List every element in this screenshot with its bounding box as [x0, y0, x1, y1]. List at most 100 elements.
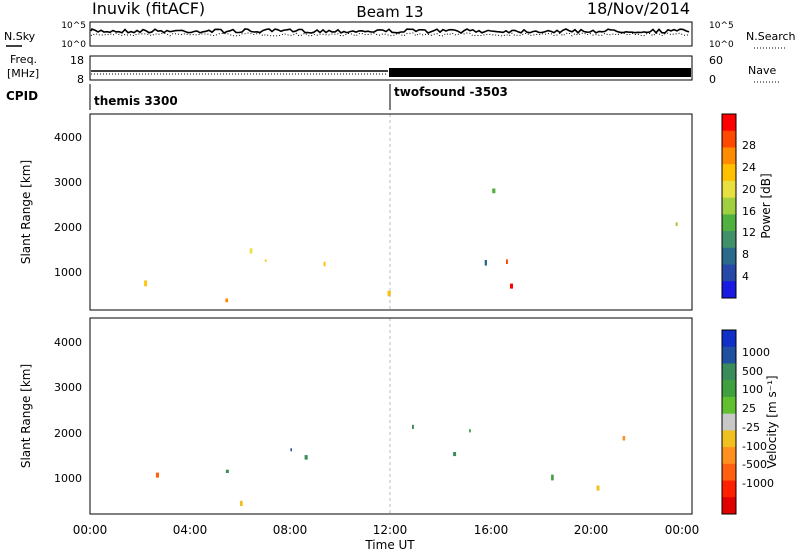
- xtick-2000: 20:00: [574, 523, 609, 537]
- echo-cell: [225, 298, 229, 303]
- echo-cell: [239, 500, 243, 507]
- echo-cell: [144, 280, 147, 287]
- velocity-ylabel: Slant Range [km]: [19, 364, 33, 468]
- velocity-ytick-4000: 4000: [54, 336, 82, 349]
- vel-cb-1000: 1000: [742, 346, 770, 359]
- colorbar-swatch: [722, 281, 736, 299]
- echo-cell: [506, 259, 508, 264]
- echo-cell: [510, 283, 513, 289]
- echo-cell: [492, 188, 496, 194]
- velocity-echoes: [155, 424, 626, 507]
- colorbar-swatch: [722, 497, 736, 515]
- colorbar-swatch: [722, 413, 736, 431]
- nsearch-tick-bottom: 10^0: [709, 40, 734, 50]
- xtick-2400: 00:00: [665, 523, 700, 537]
- power-ytick-2000: 2000: [54, 221, 82, 234]
- colorbar-swatch: [722, 180, 736, 199]
- colorbar-swatch: [722, 330, 736, 348]
- xtick-0000: 00:00: [73, 523, 108, 537]
- colorbar-swatch: [722, 363, 736, 381]
- velocity-ytick-2000: 2000: [54, 427, 82, 440]
- echo-cell: [155, 472, 159, 478]
- colorbar-swatch: [722, 114, 736, 132]
- freq-unit: [MHz]: [7, 67, 39, 80]
- freq-label: Freq.: [10, 53, 37, 66]
- xtick-0800: 08:00: [273, 523, 308, 537]
- date-title: 18/Nov/2014: [587, 0, 690, 18]
- cpid-segment-2: twofsound -3503: [394, 85, 508, 99]
- velocity-yticks: 1000 2000 3000 4000: [54, 336, 82, 485]
- colorbar-swatch: [722, 231, 736, 249]
- velocity-colorbar-label: Velocity [m s⁻¹]: [765, 375, 779, 468]
- beam-title: Beam 13: [356, 3, 423, 21]
- power-ylabel: Slant Range [km]: [19, 160, 33, 264]
- colorbar-swatch: [722, 396, 736, 415]
- station-title: Inuvik (fitACF): [92, 0, 205, 18]
- echo-cell: [290, 448, 292, 452]
- colorbar-swatch: [722, 463, 736, 482]
- nsearch-trace: [90, 32, 690, 37]
- power-colorbar-label: Power [dB]: [759, 173, 773, 238]
- power-ytick-1000: 1000: [54, 266, 82, 279]
- velocity-panel: [89, 317, 693, 515]
- power-panel: [89, 113, 693, 311]
- velocity-colorbar-ticks: 1000 500 100 25 -25 -100 -500 -1000: [742, 346, 774, 490]
- vel-cb-neg25: -25: [742, 421, 760, 434]
- colorbar-swatch: [722, 197, 736, 215]
- echo-cell: [675, 222, 678, 227]
- nsky-label: N.Sky: [4, 30, 36, 43]
- echo-cell: [249, 248, 253, 254]
- nave-tick-top: 60: [709, 54, 723, 67]
- x-axis-ticks: 00:00 04:00 08:00 12:00 16:00 20:00 00:0…: [73, 523, 700, 537]
- colorbar-swatch: [722, 147, 736, 165]
- nsearch-tick-top: 10^5: [709, 21, 734, 31]
- nave-trace-b: [389, 68, 691, 77]
- xtick-1200: 12:00: [373, 523, 408, 537]
- freq-panel: [89, 55, 693, 81]
- xtick-0400: 04:00: [173, 523, 208, 537]
- echo-cell: [323, 261, 326, 267]
- colorbar-swatch: [722, 247, 736, 266]
- colorbar-swatch: [722, 380, 736, 398]
- colorbar-swatch: [722, 430, 736, 448]
- nave-tick-bottom: 0: [709, 73, 716, 86]
- cpid-label: CPID: [6, 89, 38, 103]
- velocity-colorbar: [721, 329, 737, 515]
- nsky-trace: [90, 27, 690, 35]
- vel-cb-500: 500: [742, 365, 763, 378]
- power-colorbar: [721, 113, 737, 299]
- velocity-ytick-3000: 3000: [54, 381, 82, 394]
- echo-cell: [387, 290, 391, 297]
- nsearch-label: N.Search: [746, 30, 796, 43]
- power-cb-16: 16: [742, 205, 756, 218]
- freq-tick-top: 18: [70, 54, 84, 67]
- nsky-panel: [89, 21, 693, 47]
- power-colorbar-ticks: 28 24 20 16 12 8 4: [742, 139, 756, 283]
- echo-cell: [453, 452, 457, 457]
- xtick-1600: 16:00: [474, 523, 509, 537]
- colorbar-swatch: [722, 214, 736, 232]
- power-cb-28: 28: [742, 139, 756, 152]
- colorbar-swatch: [722, 346, 736, 364]
- colorbar-swatch: [722, 164, 736, 182]
- colorbar-swatch: [722, 447, 736, 465]
- echo-cell: [484, 260, 487, 266]
- vel-cb-25: 25: [742, 402, 756, 415]
- power-cb-24: 24: [742, 161, 756, 174]
- nave-label: Nave: [748, 64, 776, 77]
- power-ytick-3000: 3000: [54, 176, 82, 189]
- echo-cell: [469, 429, 471, 433]
- cpid-segment-1: themis 3300: [94, 94, 178, 108]
- colorbar-swatch: [722, 480, 736, 498]
- power-ytick-4000: 4000: [54, 131, 82, 144]
- power-cb-8: 8: [742, 248, 749, 261]
- echo-cell: [551, 474, 554, 481]
- nsky-tick-bottom: 10^0: [61, 40, 86, 50]
- vel-cb-100: 100: [742, 383, 763, 396]
- freq-tick-bottom: 8: [77, 73, 84, 86]
- echo-cell: [412, 424, 414, 429]
- echo-cell: [304, 455, 308, 460]
- nsky-tick-top: 10^5: [61, 21, 86, 31]
- echo-cell: [622, 436, 626, 441]
